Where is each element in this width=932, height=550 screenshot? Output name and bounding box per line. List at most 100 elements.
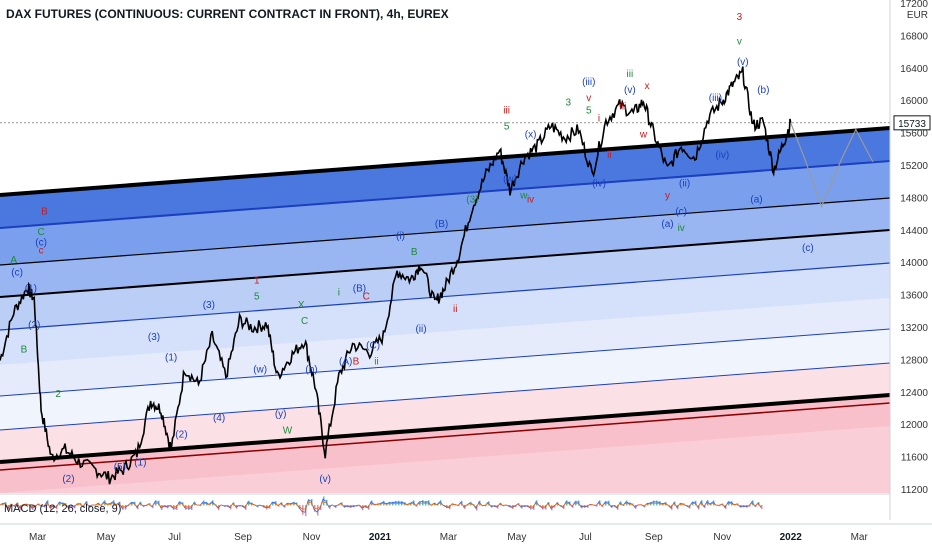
y-tick-label: 11600 bbox=[901, 453, 929, 464]
wave-label: (y) bbox=[275, 409, 287, 420]
wave-label: X bbox=[298, 300, 305, 311]
macd-signal-line bbox=[0, 501, 762, 510]
wave-label: (A) bbox=[339, 356, 352, 367]
macd-histogram-bar bbox=[83, 505, 85, 508]
wave-label: ii bbox=[374, 356, 378, 367]
macd-histogram-bar bbox=[122, 505, 124, 510]
wave-label: (2) bbox=[62, 474, 74, 485]
x-tick-label: Sep bbox=[234, 532, 252, 543]
wave-labels: BC(c)cA(c)(1)(2)B2(2)(5) (1)(3)(2)(1)(3)(… bbox=[10, 12, 813, 485]
macd-histogram-bar bbox=[95, 505, 97, 506]
macd-histogram-bar bbox=[596, 505, 598, 507]
macd-histogram-bar bbox=[749, 505, 751, 507]
macd-panel: 0 bbox=[0, 493, 908, 516]
macd-histogram-bar bbox=[563, 505, 565, 510]
wave-label: (2) bbox=[175, 429, 187, 440]
macd-legend: MACD (12, 26, close, 9) bbox=[4, 503, 122, 515]
y-tick-label: 15600 bbox=[900, 129, 928, 140]
wave-label: (B) bbox=[435, 219, 448, 230]
channel-band bbox=[0, 329, 890, 430]
y-tick-label: 13200 bbox=[900, 323, 928, 334]
macd-histogram-bar bbox=[623, 505, 625, 507]
y-tick-label: 14000 bbox=[900, 258, 928, 269]
channel-line bbox=[0, 362, 891, 431]
wave-label: y bbox=[665, 190, 670, 201]
y-tick-label: 12400 bbox=[900, 388, 928, 399]
currency-label: EUR bbox=[907, 10, 928, 21]
wave-label: (x) bbox=[525, 130, 537, 141]
wave-label: (a) bbox=[661, 219, 673, 230]
wave-label: C bbox=[301, 316, 308, 327]
x-tick-label: Jul bbox=[579, 532, 592, 543]
y-tick-label: 13600 bbox=[900, 291, 928, 302]
wave-label: i bbox=[338, 288, 340, 299]
wave-label: (3) bbox=[148, 332, 160, 343]
wave-label: iii bbox=[627, 69, 634, 80]
macd-histogram-bar bbox=[146, 505, 148, 507]
macd-histogram-bar bbox=[719, 505, 721, 507]
y-tick-label: 16400 bbox=[900, 64, 928, 75]
channel-line bbox=[0, 126, 891, 197]
wave-label: ii bbox=[607, 150, 611, 161]
wave-label: iv bbox=[678, 223, 685, 234]
macd-histogram-bar bbox=[44, 505, 46, 508]
macd-histogram-bar bbox=[707, 500, 709, 506]
macd-histogram-bar bbox=[416, 505, 418, 507]
wave-label: C bbox=[363, 292, 370, 303]
wave-label: W bbox=[283, 425, 293, 436]
wave-label: (ii) bbox=[415, 324, 426, 335]
channel-line bbox=[0, 393, 891, 464]
channel-line bbox=[0, 229, 891, 298]
wave-label: (B) bbox=[353, 284, 366, 295]
macd-histogram-bar bbox=[200, 505, 202, 506]
x-tick-label: Sep bbox=[645, 532, 663, 543]
macd-histogram-bar bbox=[101, 505, 103, 507]
channel-line bbox=[0, 160, 891, 229]
macd-histogram-bar bbox=[458, 505, 460, 507]
y-tick-label: 14800 bbox=[900, 193, 928, 204]
wave-label: w bbox=[639, 130, 648, 141]
macd-histogram-bar bbox=[725, 505, 727, 510]
macd-histogram-bar bbox=[467, 504, 469, 506]
x-tick-label: Mar bbox=[440, 532, 458, 543]
x-tick-label: Mar bbox=[851, 532, 869, 543]
projection-path bbox=[790, 122, 874, 209]
macd-histogram-bar bbox=[284, 505, 286, 508]
macd-histogram-bar bbox=[761, 505, 763, 510]
macd-histogram-bar bbox=[320, 505, 322, 511]
wave-label: (1) bbox=[134, 458, 146, 469]
macd-histogram-bar bbox=[485, 505, 487, 507]
wave-label: 5 bbox=[586, 105, 592, 116]
macd-histogram-bar bbox=[446, 505, 448, 509]
wave-label: iv bbox=[527, 194, 534, 205]
wave-label: (v) bbox=[737, 57, 749, 68]
macd-histogram-bar bbox=[278, 505, 280, 507]
macd-histogram-bar bbox=[314, 505, 316, 512]
current-price-value: 15733 bbox=[898, 119, 926, 130]
macd-histogram-bar bbox=[323, 496, 325, 506]
wave-label: (a) bbox=[750, 194, 762, 205]
macd-histogram-bar bbox=[431, 505, 433, 506]
x-tick-label: Nov bbox=[713, 532, 731, 543]
channel-line bbox=[0, 262, 891, 331]
macd-histogram-bar bbox=[572, 505, 574, 508]
wave-label: B bbox=[411, 247, 418, 258]
wave-label: (iii) bbox=[709, 93, 722, 104]
wave-label: B bbox=[353, 356, 360, 367]
channel-band bbox=[0, 230, 890, 330]
wave-label: 1 bbox=[254, 275, 260, 286]
wave-label: (w) bbox=[503, 174, 517, 185]
wave-label: (2) bbox=[28, 320, 40, 331]
wave-label: 5 bbox=[254, 292, 260, 303]
macd-line bbox=[0, 498, 762, 513]
wave-label: (iv) bbox=[715, 150, 729, 161]
macd-histogram-bar bbox=[602, 505, 604, 508]
wave-label: 3 bbox=[565, 97, 571, 108]
macd-histogram-bar bbox=[644, 505, 646, 508]
wave-label: (4) bbox=[213, 413, 225, 424]
channel-line bbox=[0, 197, 891, 266]
wave-label: v bbox=[737, 37, 742, 48]
macd-histogram-bar bbox=[128, 505, 130, 507]
x-tick-label: 2021 bbox=[369, 532, 392, 543]
